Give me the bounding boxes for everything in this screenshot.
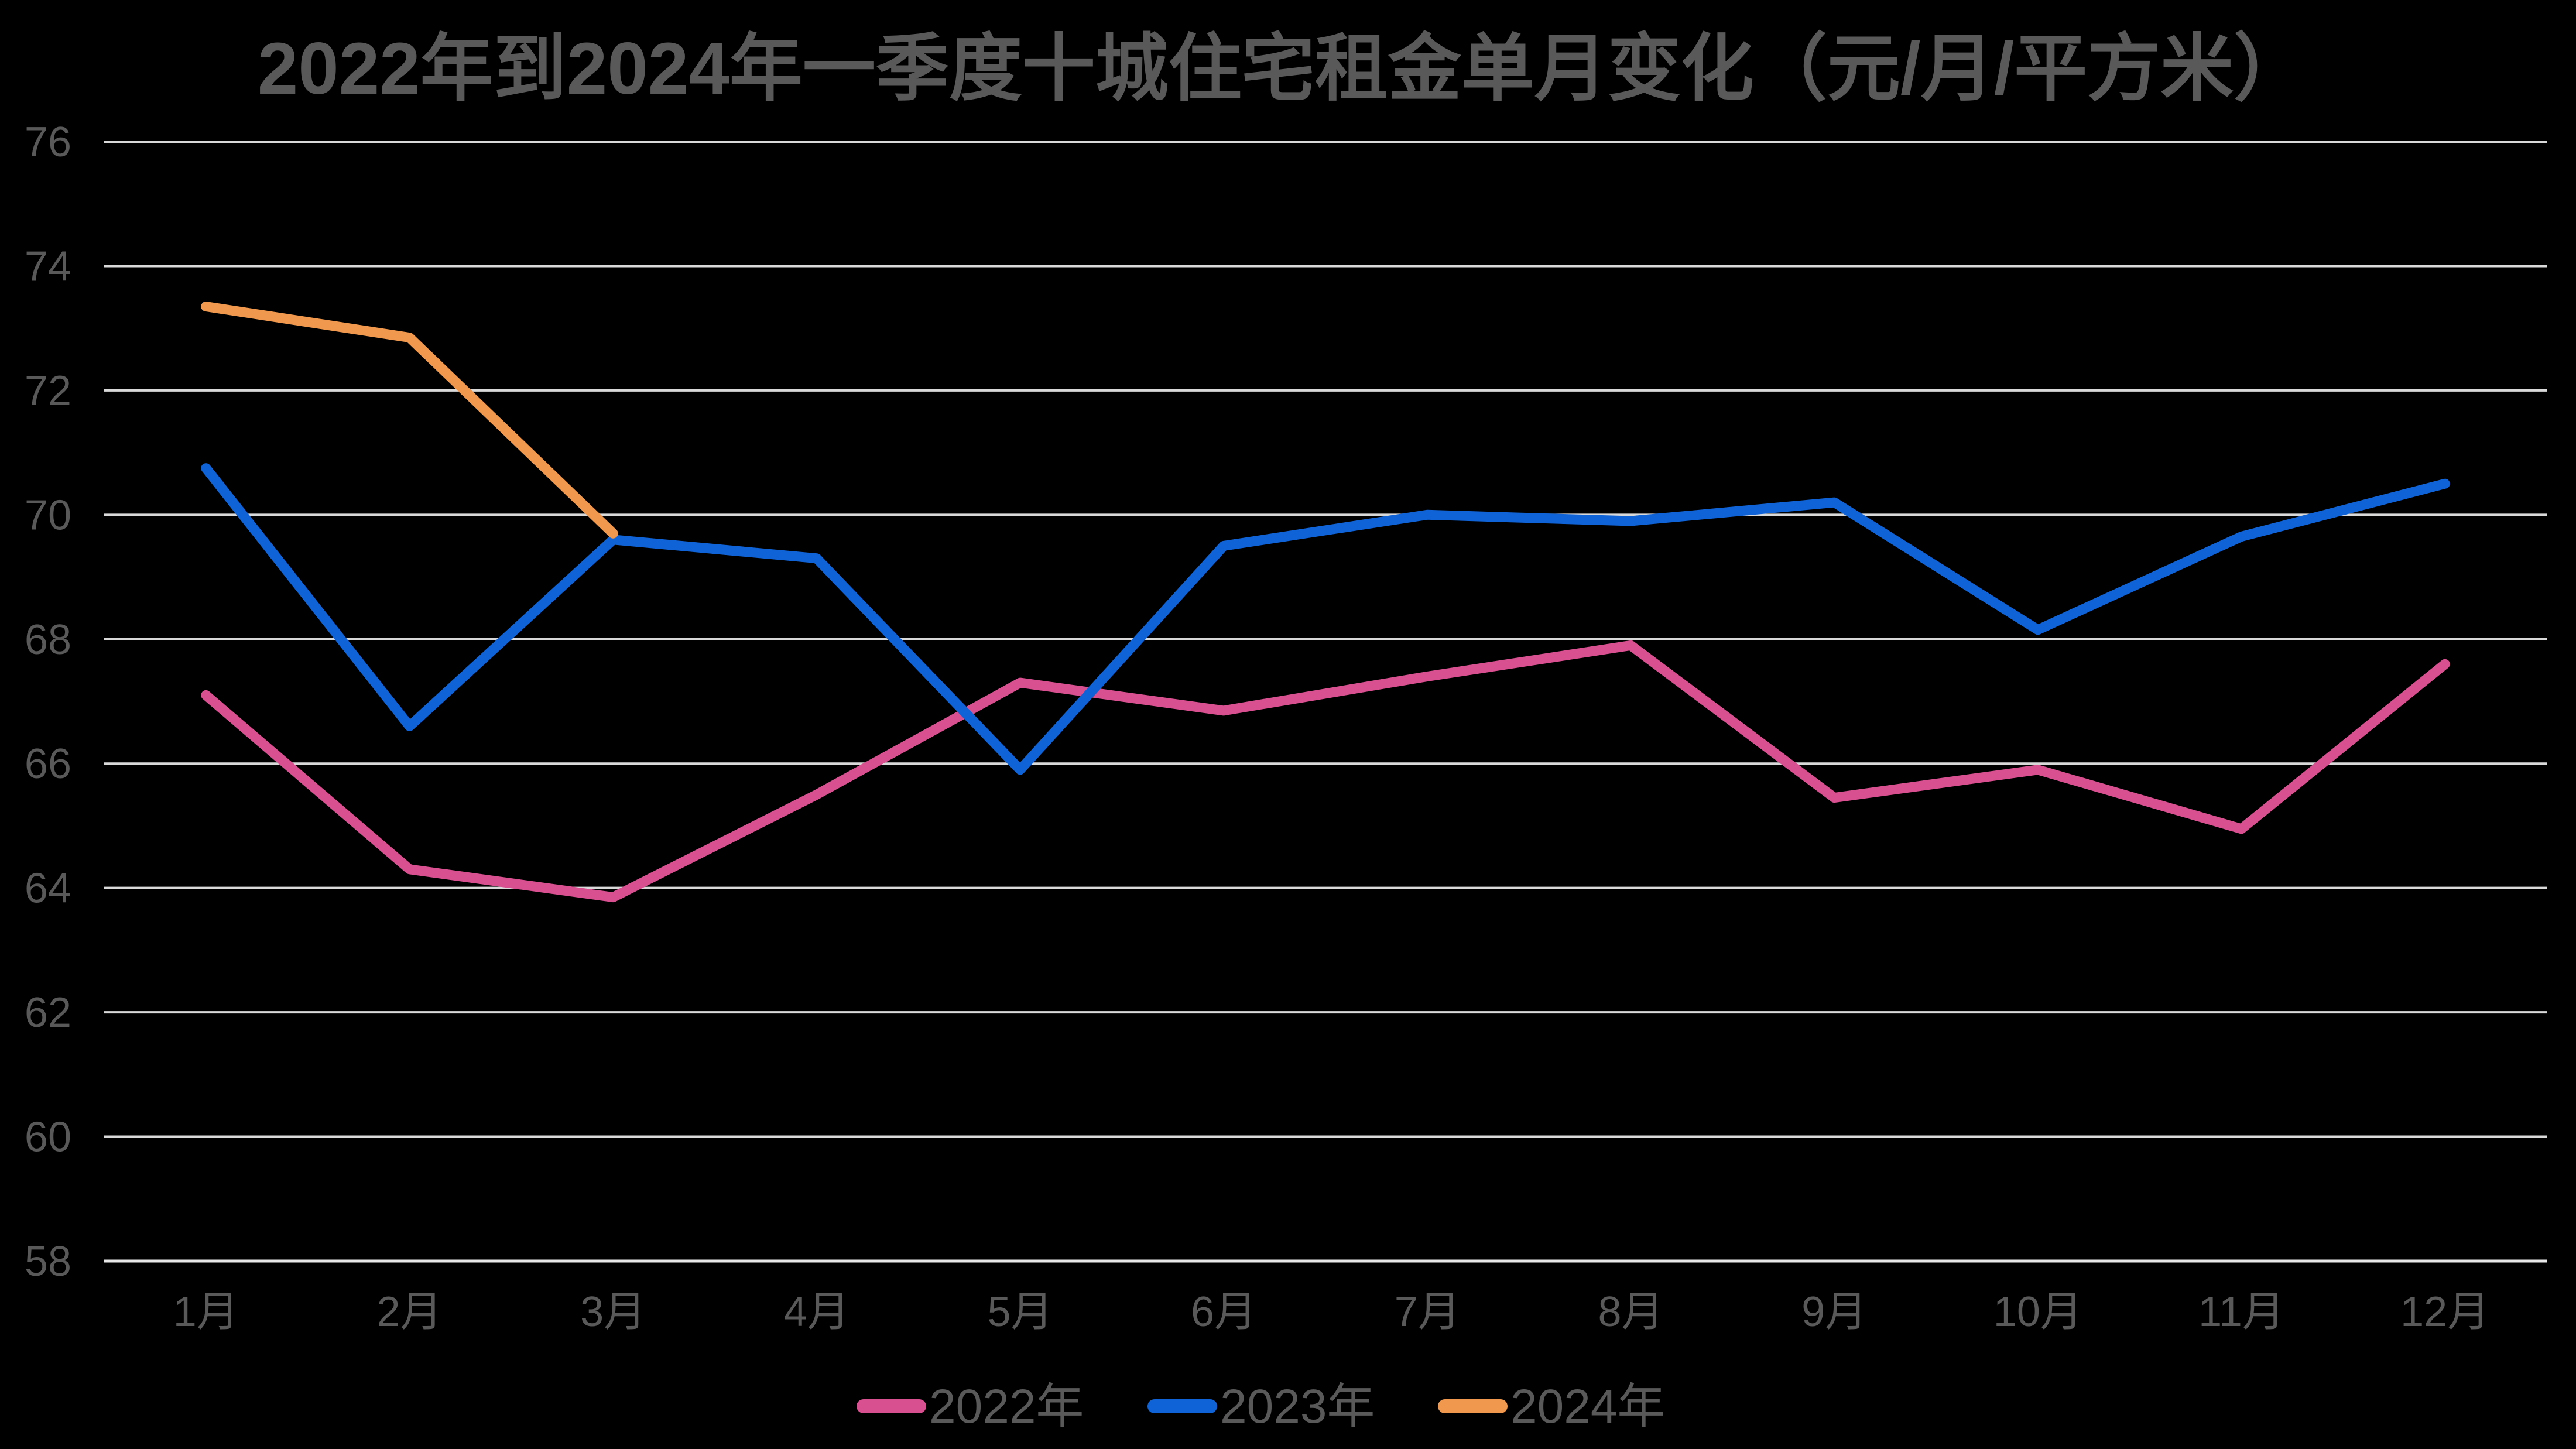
x-tick-label: 6月 — [1191, 1289, 1256, 1335]
legend-label-2022年: 2022年 — [929, 1380, 1084, 1433]
series-line-2023年 — [201, 463, 2450, 775]
x-tick-label: 10月 — [1993, 1289, 2082, 1335]
y-tick-label: 64 — [25, 865, 71, 912]
legend-item-2023年[interactable]: 2023年 — [1147, 1380, 1375, 1433]
y-tick-label: 60 — [25, 1114, 71, 1161]
x-tick-label: 2月 — [376, 1289, 442, 1335]
x-tick-label: 11月 — [2198, 1289, 2284, 1335]
legend-label-2023年: 2023年 — [1220, 1380, 1375, 1433]
chart-title: 2022年到2024年一季度十城住宅租金单月变化（元/月/平方米） — [258, 28, 2307, 109]
x-tick-label: 3月 — [580, 1289, 646, 1335]
x-tick-label: 7月 — [1395, 1289, 1460, 1335]
y-tick-label: 72 — [25, 368, 71, 415]
x-tick-label: 8月 — [1598, 1289, 1663, 1335]
x-tick-label: 1月 — [173, 1289, 239, 1335]
legend-label-2024年: 2024年 — [1510, 1380, 1665, 1433]
legend-item-2024年[interactable]: 2024年 — [1438, 1380, 1665, 1433]
x-tick-label: 9月 — [1801, 1289, 1867, 1335]
y-tick-label: 68 — [25, 616, 71, 663]
series-line-2022年 — [201, 640, 2450, 903]
y-tick-label: 76 — [25, 119, 71, 166]
y-tick-label: 58 — [25, 1238, 71, 1285]
x-tick-label: 4月 — [784, 1289, 849, 1335]
y-tick-label: 70 — [25, 492, 71, 539]
y-tick-label: 62 — [25, 989, 71, 1036]
legend-item-2022年[interactable]: 2022年 — [857, 1380, 1084, 1433]
x-tick-label: 5月 — [987, 1289, 1053, 1335]
x-tick-label: 12月 — [2400, 1289, 2489, 1335]
y-tick-label: 66 — [25, 741, 71, 787]
series-line-2024年 — [201, 302, 618, 539]
y-tick-label: 74 — [25, 243, 71, 290]
